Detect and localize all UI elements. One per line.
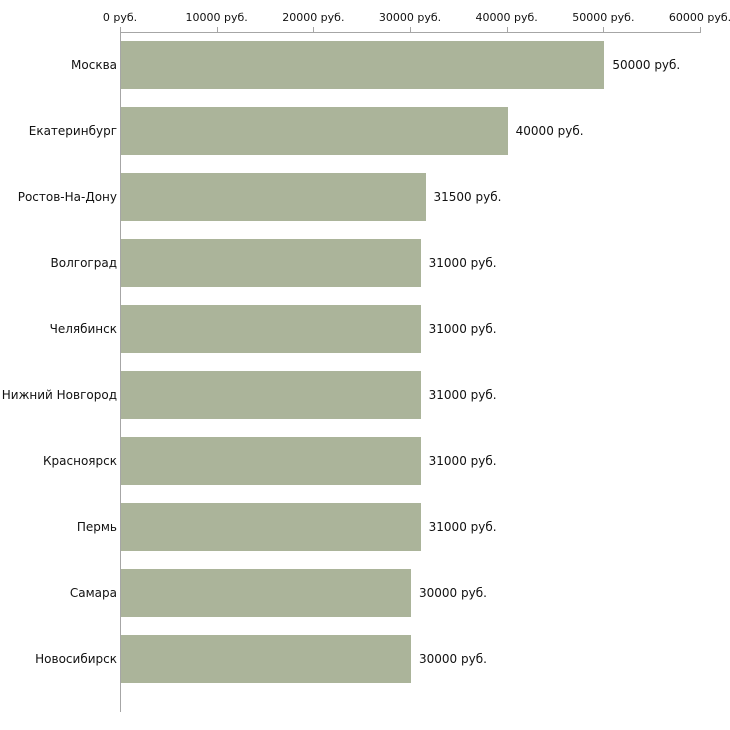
value-label: 31000 руб. [428, 256, 497, 270]
value-label: 30000 руб. [419, 586, 487, 600]
x-tick-label: 60000 руб. [668, 11, 730, 24]
x-tick-label: 10000 руб. [185, 11, 248, 24]
value-label: 30000 руб. [419, 652, 487, 666]
category-label: Пермь [76, 520, 117, 534]
x-tick-mark [700, 27, 701, 32]
x-tick-mark [120, 27, 121, 32]
x-axis-line [120, 32, 701, 33]
x-tick-mark [603, 27, 605, 32]
x-tick-mark [506, 27, 508, 32]
category-label: Волгоград [50, 256, 117, 270]
x-tick-label: 30000 руб. [378, 11, 442, 24]
bar [121, 635, 411, 683]
bar [121, 503, 421, 551]
value-label: 40000 руб. [515, 124, 584, 138]
bar [121, 107, 508, 155]
bar [121, 41, 605, 89]
x-tick-mark [216, 27, 218, 32]
value-label: 50000 руб. [612, 58, 681, 72]
category-label: Красноярск [43, 454, 117, 468]
x-tick-label: 40000 руб. [475, 11, 538, 24]
bar [121, 371, 421, 419]
x-tick-mark [410, 27, 411, 32]
category-label: Нижний Новгород [1, 388, 117, 402]
category-label: Самара [69, 586, 117, 600]
y-axis-line [120, 32, 121, 712]
bar [121, 239, 421, 287]
value-label: 31000 руб. [428, 454, 497, 468]
x-tick-label: 20000 руб. [282, 11, 345, 24]
category-label: Челябинск [49, 322, 117, 336]
value-label: 31500 руб. [433, 190, 502, 204]
category-label: Ростов-На-Дону [17, 190, 117, 204]
bar [121, 305, 421, 353]
x-tick-label: 0 руб. [102, 11, 138, 24]
category-label: Новосибирск [35, 652, 117, 666]
value-label: 31000 руб. [428, 388, 497, 402]
category-label: Москва [71, 58, 117, 72]
category-label: Екатеринбург [28, 124, 117, 138]
bar [121, 569, 411, 617]
bar [121, 173, 426, 221]
value-label: 31000 руб. [428, 520, 497, 534]
x-tick-mark [313, 27, 315, 32]
value-label: 31000 руб. [428, 322, 497, 336]
bar [121, 437, 421, 485]
x-tick-label: 50000 руб. [572, 11, 635, 24]
